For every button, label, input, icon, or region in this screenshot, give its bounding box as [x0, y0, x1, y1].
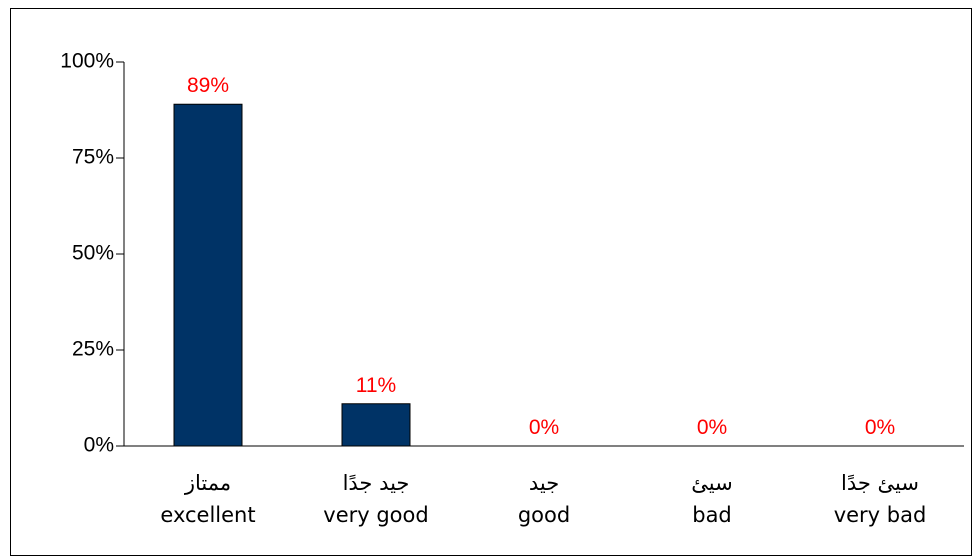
- category-label-english: very good: [323, 503, 428, 527]
- chart-frame: [10, 8, 972, 556]
- category-label-english: very bad: [834, 503, 927, 527]
- data-label: 0%: [697, 416, 727, 439]
- data-label: 0%: [529, 416, 559, 439]
- data-label: 89%: [187, 74, 229, 97]
- category-label-arabic: جيد جدًا: [343, 471, 410, 495]
- category-label-arabic: سيئ: [691, 471, 732, 495]
- category-label-arabic: سيئ جدًا: [841, 471, 919, 495]
- category-label-english: good: [518, 503, 570, 527]
- category-label-english: excellent: [160, 503, 255, 527]
- category-label-english: bad: [692, 503, 732, 527]
- bar: [341, 403, 411, 447]
- y-tick-label: 25%: [72, 338, 114, 361]
- data-label: 0%: [865, 416, 895, 439]
- y-tick-label: 0%: [84, 434, 114, 457]
- bars: [173, 103, 411, 447]
- y-tick-label: 75%: [72, 146, 114, 169]
- y-tick-label: 50%: [72, 242, 114, 265]
- bar: [173, 103, 243, 447]
- category-label-arabic: جيد: [529, 471, 559, 495]
- data-labels: 89% 11% 0% 0% 0%: [187, 74, 895, 439]
- category-label-arabic: ممتاز: [184, 471, 231, 495]
- y-axis: 0% 25% 50% 75% 100%: [60, 50, 125, 457]
- data-label: 11%: [356, 374, 396, 397]
- category-labels: ممتاز excellent جيد جدًا very good جيد good سي…: [160, 471, 926, 527]
- y-tick-label: 100%: [60, 50, 114, 73]
